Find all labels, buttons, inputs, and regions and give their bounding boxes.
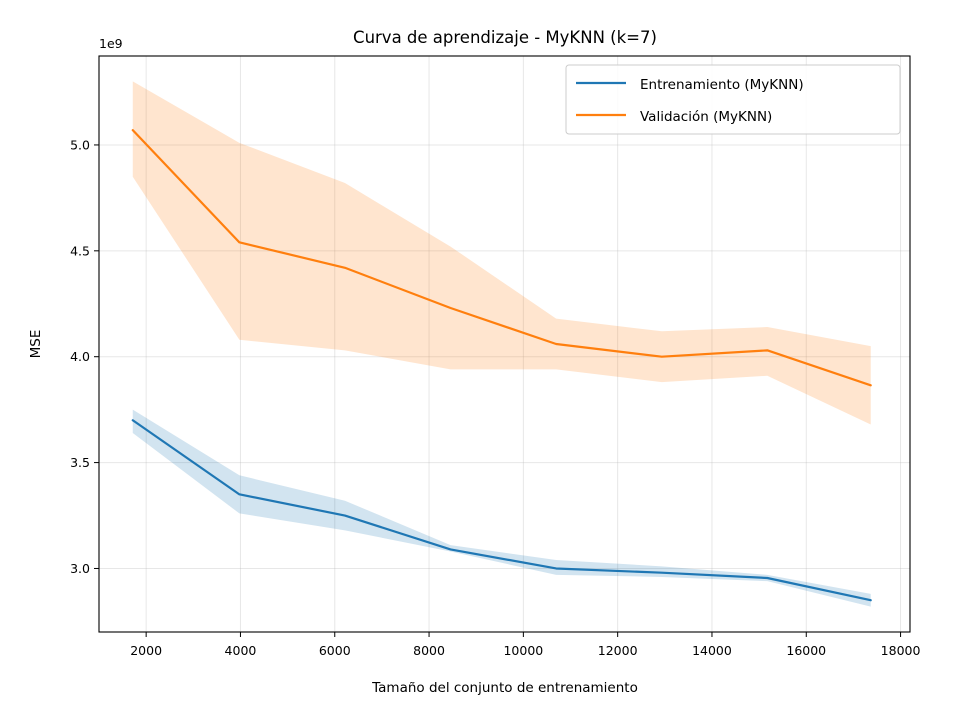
legend-box bbox=[565, 64, 901, 135]
grid bbox=[99, 56, 910, 632]
x-tick-label: 8000 bbox=[413, 643, 445, 658]
series-lines bbox=[131, 129, 872, 602]
x-tick-label: 4000 bbox=[225, 643, 257, 658]
x-tick-label: 6000 bbox=[319, 643, 351, 658]
legend: Entrenamiento (MyKNN) Validación (MyKNN) bbox=[565, 64, 901, 135]
legend-label-validation: Validación (MyKNN) bbox=[640, 109, 772, 125]
y-tick-label: 3.5 bbox=[70, 455, 90, 470]
y-tick-label: 3.0 bbox=[70, 561, 90, 576]
series-line-training bbox=[131, 419, 872, 602]
y-tick-label: 5.0 bbox=[70, 137, 90, 152]
plot-frame bbox=[98, 55, 911, 633]
x-axis-label: Tamaño del conjunto de entrenamiento bbox=[371, 680, 638, 696]
x-tick-label: 10000 bbox=[503, 643, 543, 658]
x-tick-label: 18000 bbox=[881, 643, 921, 658]
y-tick-label: 4.0 bbox=[70, 349, 90, 364]
band-validation bbox=[132, 81, 871, 425]
y-axis-label: MSE bbox=[28, 330, 44, 359]
x-tick-label: 16000 bbox=[786, 643, 826, 658]
x-tick-label: 14000 bbox=[692, 643, 732, 658]
legend-label-training: Entrenamiento (MyKNN) bbox=[640, 77, 804, 93]
y-tick-label: 4.5 bbox=[70, 243, 90, 258]
confidence-bands bbox=[132, 81, 871, 607]
x-tick-label: 12000 bbox=[598, 643, 638, 658]
y-offset-label: 1e9 bbox=[99, 36, 123, 51]
series-line-validation bbox=[131, 129, 872, 387]
x-tick-label: 2000 bbox=[130, 643, 162, 658]
chart-title: Curva de aprendizaje - MyKNN (k=7) bbox=[353, 28, 657, 47]
axis-ticks: 2000 4000 6000 8000 10000 12000 14000 16000 1800… bbox=[70, 137, 920, 658]
band-training bbox=[132, 409, 871, 607]
